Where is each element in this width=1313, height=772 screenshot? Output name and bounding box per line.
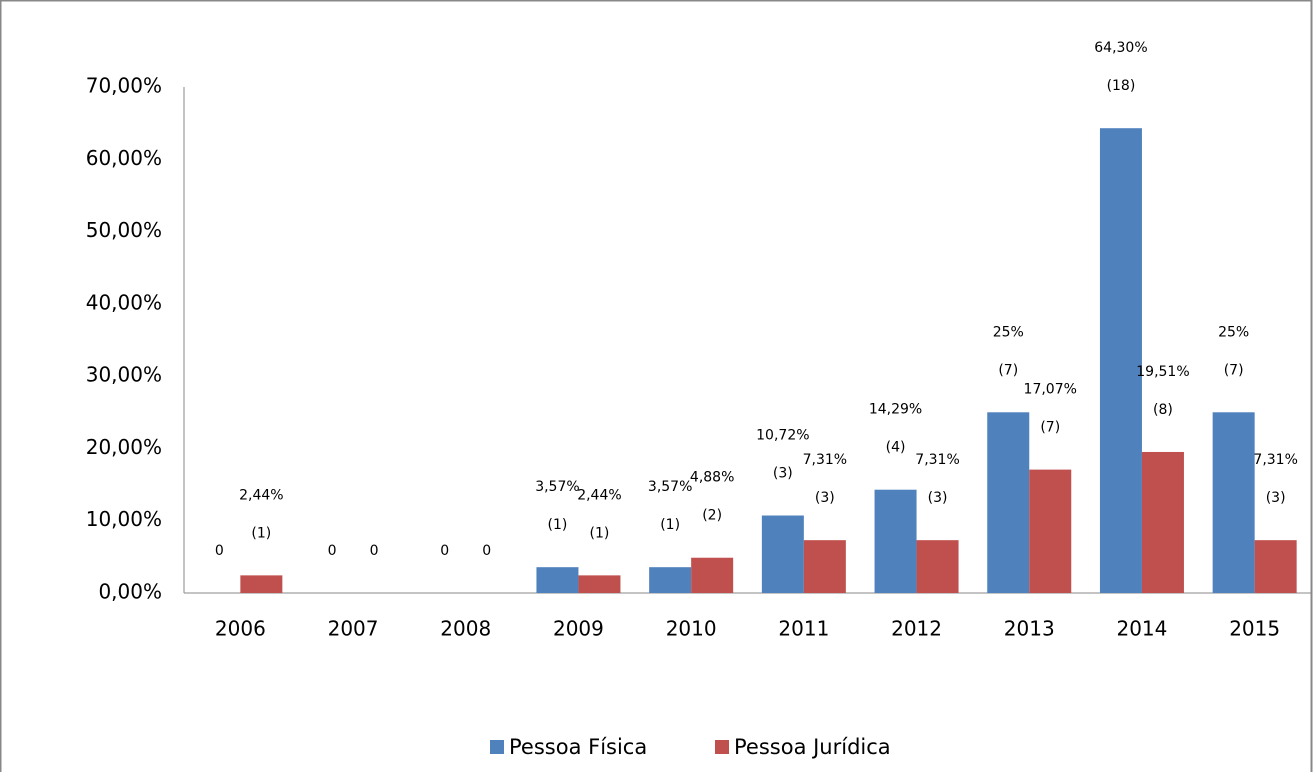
bar (1029, 469, 1072, 593)
legend-swatch (490, 740, 504, 754)
count-label: (7) (998, 362, 1018, 378)
bar (536, 567, 579, 593)
y-tick-label: 70,00% (86, 74, 162, 98)
y-tick-label: 60,00% (86, 146, 162, 170)
value-label: 7,31% (803, 452, 847, 468)
bar (761, 515, 804, 593)
bar (803, 540, 846, 593)
bar (649, 567, 692, 593)
x-tick-label: 2012 (891, 617, 942, 641)
value-label: 0 (215, 543, 224, 559)
count-label: (3) (815, 490, 835, 506)
value-label: 0 (482, 543, 491, 559)
x-tick-label: 2008 (440, 617, 491, 641)
count-label: (3) (773, 466, 793, 482)
value-label: 25% (1218, 324, 1249, 340)
count-label: (2) (702, 508, 722, 524)
bar (916, 540, 959, 593)
count-label: (1) (590, 525, 610, 541)
value-label: 17,07% (1024, 382, 1077, 398)
x-tick-label: 2011 (778, 617, 829, 641)
bar (1212, 412, 1255, 593)
bar (578, 575, 621, 593)
count-label: (7) (1040, 420, 1060, 436)
bar (1099, 128, 1142, 593)
bar (240, 575, 283, 593)
x-tick-label: 2009 (553, 617, 604, 641)
x-tick-label: 2010 (666, 617, 717, 641)
x-tick-label: 2013 (1004, 617, 1055, 641)
count-label: (1) (660, 517, 680, 533)
value-label: 7,31% (915, 452, 959, 468)
count-label: (8) (1153, 402, 1173, 418)
value-label: 10,72% (756, 428, 809, 444)
bar (1141, 451, 1184, 593)
x-tick-label: 2015 (1229, 617, 1280, 641)
x-tick-label: 2006 (215, 617, 266, 641)
bar (987, 412, 1030, 593)
value-label: 0 (370, 543, 379, 559)
value-label: 2,44% (239, 487, 283, 503)
bar (1254, 540, 1297, 593)
y-tick-label: 10,00% (86, 507, 162, 531)
x-tick-label: 2014 (1116, 617, 1167, 641)
value-label: 64,30% (1094, 40, 1147, 56)
x-tick-label: 2007 (328, 617, 379, 641)
value-label: 7,31% (1253, 452, 1297, 468)
value-label: 2,44% (577, 487, 621, 503)
count-label: (3) (1266, 490, 1286, 506)
bar (691, 557, 734, 593)
count-label: (7) (1224, 362, 1244, 378)
y-tick-label: 20,00% (86, 435, 162, 459)
count-label: (1) (251, 525, 271, 541)
value-label: 3,57% (535, 479, 579, 495)
legend-label: Pessoa Jurídica (734, 735, 891, 759)
y-tick-label: 30,00% (86, 363, 162, 387)
count-label: (3) (928, 490, 948, 506)
value-label: 14,29% (869, 402, 922, 418)
value-label: 3,57% (648, 479, 692, 495)
legend-label: Pessoa Física (509, 735, 647, 759)
count-label: (1) (548, 517, 568, 533)
value-label: 0 (328, 543, 337, 559)
count-label: (4) (886, 440, 906, 456)
value-label: 25% (993, 324, 1024, 340)
value-label: 0 (440, 543, 449, 559)
value-label: 19,51% (1136, 364, 1189, 380)
y-tick-label: 40,00% (86, 290, 162, 314)
y-tick-label: 0,00% (98, 580, 162, 604)
value-label: 4,88% (690, 470, 734, 486)
bar (874, 489, 917, 593)
count-label: (18) (1107, 78, 1136, 94)
legend-swatch (715, 740, 729, 754)
y-tick-label: 50,00% (86, 218, 162, 242)
